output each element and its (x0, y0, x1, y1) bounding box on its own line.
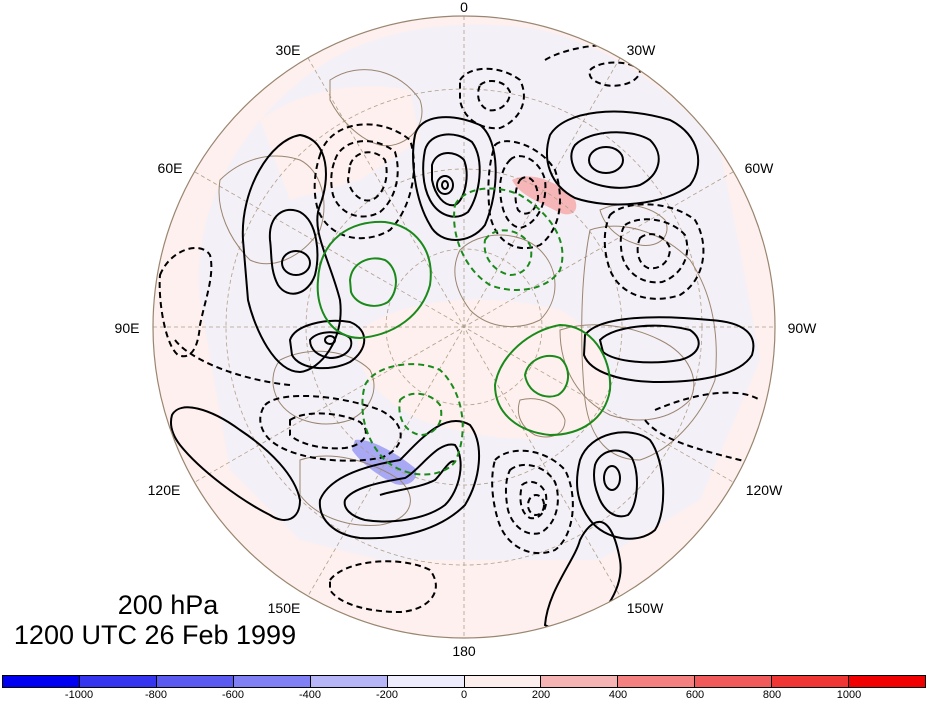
colorbar-tick-label: -400 (298, 689, 322, 701)
colorbar-tick-label: -800 (144, 689, 168, 701)
colorbar-segment (156, 676, 234, 687)
colorbar-tick-label: 400 (608, 689, 628, 701)
colorbar-segment (387, 676, 465, 687)
lon-label-90e: 90E (114, 320, 140, 336)
negative-contours (158, 43, 765, 614)
colorbar-segment (233, 676, 311, 687)
green-dashed-contours (361, 187, 564, 476)
colorbar-tick-label: 200 (531, 689, 551, 701)
colorbar-tick-label: -200 (375, 689, 399, 701)
colorbar-tick-label: -1000 (64, 689, 94, 701)
positive-anomaly-region (358, 299, 608, 439)
lon-label-180: 180 (452, 643, 476, 659)
lon-label-0: 0 (460, 0, 468, 15)
colorbar-segment (695, 676, 773, 687)
lon-label-60w: 60W (744, 160, 774, 176)
lon-label-30w: 30W (626, 42, 656, 58)
colorbar-segment (464, 676, 542, 687)
colorbar-segment (618, 676, 696, 687)
colorbar (2, 675, 926, 688)
colorbar-tick-label: -600 (221, 689, 245, 701)
lon-label-120e: 120E (147, 482, 181, 498)
colorbar-segment (310, 676, 388, 687)
polar-map (152, 15, 776, 639)
colorbar-segment (849, 676, 926, 687)
colorbar-segment (541, 676, 619, 687)
negative-anomaly-region (260, 86, 420, 200)
map-boundary (152, 15, 776, 639)
lon-label-90w: 90W (787, 320, 817, 336)
lon-label-60e: 60E (157, 160, 183, 176)
colorbar-tick-label: 600 (685, 689, 705, 701)
lon-label-150e: 150E (267, 600, 301, 616)
pressure-level-label: 200 hPa (117, 590, 219, 620)
colorbar-tick-label: 800 (762, 689, 782, 701)
green-contours (316, 220, 612, 437)
colorbar-segment (3, 676, 80, 687)
colorbar-segment (772, 676, 850, 687)
lon-label-120w: 120W (745, 482, 783, 498)
lon-label-30e: 30E (275, 42, 301, 58)
colorbar-segment (79, 676, 157, 687)
lon-label-150w: 150W (626, 600, 664, 616)
negative-anomaly-region (198, 24, 761, 561)
colorbar-tick-label: 0 (460, 689, 468, 701)
valid-time-label: 1200 UTC 26 Feb 1999 (13, 620, 297, 650)
colorbar-tick-label: 1000 (836, 689, 862, 701)
